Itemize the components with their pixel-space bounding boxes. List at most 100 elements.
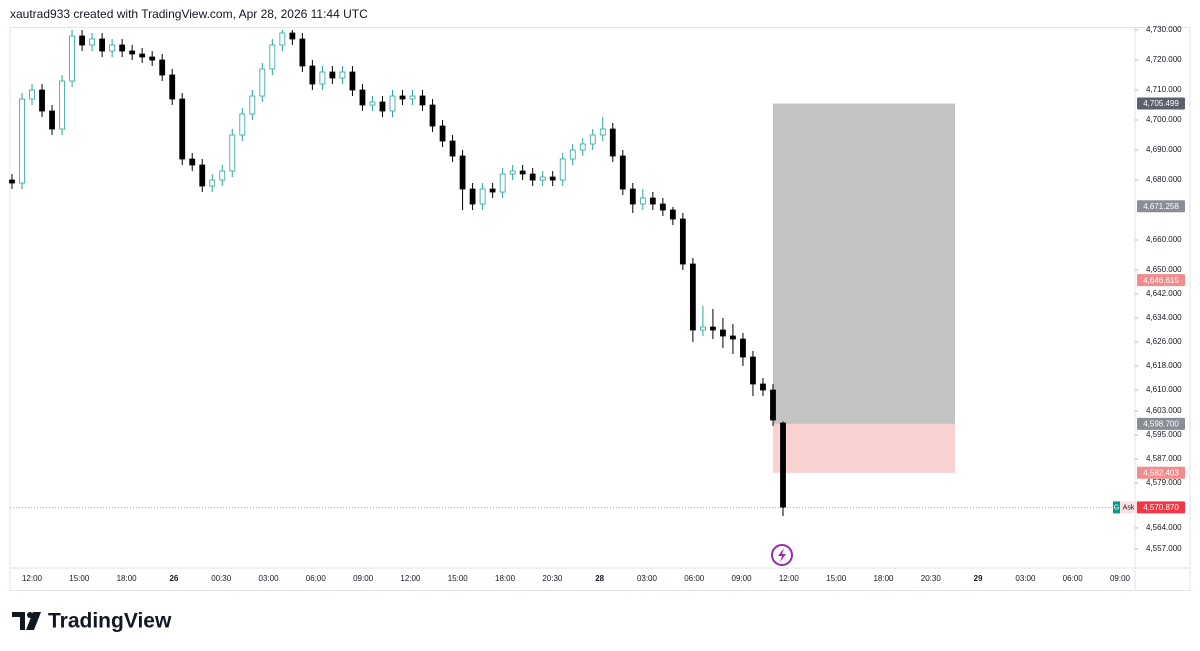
price-label: 4,598.700 — [1143, 420, 1179, 429]
candle-body — [129, 50, 136, 55]
candle-body — [489, 188, 496, 193]
candle-body — [519, 170, 526, 175]
y-tick-label: 4,700.000 — [1146, 115, 1182, 124]
candle-body — [689, 263, 696, 331]
x-tick-label: 03:00 — [259, 574, 280, 583]
x-tick-label: 18:00 — [873, 574, 894, 583]
x-tick-label: 18:00 — [495, 574, 516, 583]
candle-body — [289, 32, 296, 40]
candle-body — [559, 158, 566, 181]
candle-body — [19, 98, 25, 184]
candle-body — [649, 197, 656, 205]
candle-body — [159, 59, 166, 76]
tag-text: Ask — [1123, 505, 1135, 512]
y-tick-label: 4,720.000 — [1146, 55, 1182, 64]
candle-body — [89, 38, 96, 46]
candle-body — [529, 173, 536, 181]
y-tick-label: 4,650.000 — [1146, 265, 1182, 274]
candle-body — [359, 89, 366, 106]
candle-body — [239, 113, 246, 136]
candle-body — [710, 326, 716, 331]
price-label-bg — [1137, 466, 1185, 479]
candle-body — [750, 356, 756, 385]
candle-body — [189, 158, 196, 166]
x-tick-label: 15:00 — [448, 574, 469, 583]
candle-body — [79, 35, 85, 46]
candle-body — [579, 143, 586, 151]
candle-body — [29, 89, 35, 100]
x-tick-label: 18:00 — [117, 574, 138, 583]
x-tick-label: 03:00 — [637, 574, 658, 583]
candle-body — [599, 128, 606, 136]
price-label: 4,582.403 — [1143, 468, 1179, 477]
candle-body — [509, 170, 516, 175]
candle-body — [569, 149, 576, 160]
price-label-bg — [1137, 97, 1185, 110]
candle-body — [299, 38, 306, 67]
price-label-bg — [1137, 417, 1185, 430]
candle-body — [469, 188, 476, 205]
candle-body — [730, 335, 736, 340]
x-tick-label: 20:30 — [542, 574, 563, 583]
candle-body — [39, 89, 45, 112]
candle-body — [589, 134, 596, 145]
x-tick-label: 28 — [595, 574, 604, 583]
candle-body — [149, 56, 156, 61]
price-label-bg — [1137, 274, 1185, 287]
x-tick-label: 06:00 — [306, 574, 327, 583]
price-label: 4,671.258 — [1143, 202, 1179, 211]
candle-body — [109, 44, 116, 52]
x-tick-label: 15:00 — [826, 574, 847, 583]
candle-body — [619, 155, 626, 190]
y-tick-label: 4,634.000 — [1146, 313, 1182, 322]
candle-body — [119, 44, 126, 52]
x-tick-label: 00:30 — [211, 574, 232, 583]
candle-body — [219, 170, 226, 181]
candle-body — [369, 101, 376, 106]
x-tick-label: 09:00 — [732, 574, 753, 583]
y-tick-label: 4,642.000 — [1146, 289, 1182, 298]
candle-body — [139, 53, 146, 58]
x-tick-label: 03:00 — [1015, 574, 1036, 583]
price-label: 4,570.870 — [1143, 503, 1179, 512]
y-tick-label: 4,610.000 — [1146, 385, 1182, 394]
candle-body — [639, 197, 646, 205]
candle-body — [69, 35, 75, 82]
x-tick-label: 06:00 — [684, 574, 705, 583]
logo-mark — [26, 612, 41, 630]
plot: 4,730.000 4,720.000 4,710.000 4,700.000 4,69… — [9, 25, 1185, 583]
x-tick-label: 12:00 — [22, 574, 43, 583]
candle-body — [349, 71, 356, 91]
candle-body — [279, 32, 286, 46]
candle-body — [399, 95, 406, 100]
candle-body — [329, 71, 336, 79]
candle-body — [49, 110, 55, 130]
logo: TradingView — [12, 610, 172, 633]
candle-body — [179, 98, 186, 160]
candle-body — [740, 338, 746, 358]
alert-icon — [771, 544, 793, 566]
candle-body — [99, 38, 106, 52]
logo-mark — [12, 612, 25, 630]
y-tick-label: 4,680.000 — [1146, 175, 1182, 184]
candle-body — [319, 71, 326, 85]
candle-body — [379, 101, 386, 112]
x-tick-label: 29 — [974, 574, 983, 583]
y-tick-label: 4,564.000 — [1146, 523, 1182, 532]
candle-body — [539, 176, 546, 181]
header-text: xautrad933 created with TradingView.com,… — [10, 7, 368, 21]
candle-body — [409, 95, 416, 100]
x-tick-label: 15:00 — [69, 574, 90, 583]
candle-body — [309, 65, 316, 85]
candle-body — [549, 176, 556, 181]
candle-body — [479, 188, 486, 205]
candle-body — [659, 203, 666, 211]
candle-body — [269, 44, 276, 70]
y-tick-label: 4,557.000 — [1146, 544, 1182, 553]
candle-body — [169, 74, 176, 100]
candle-body — [770, 389, 776, 421]
candle-body — [339, 71, 346, 79]
candle-body — [59, 80, 65, 130]
x-tick-label: 09:00 — [1110, 574, 1131, 583]
